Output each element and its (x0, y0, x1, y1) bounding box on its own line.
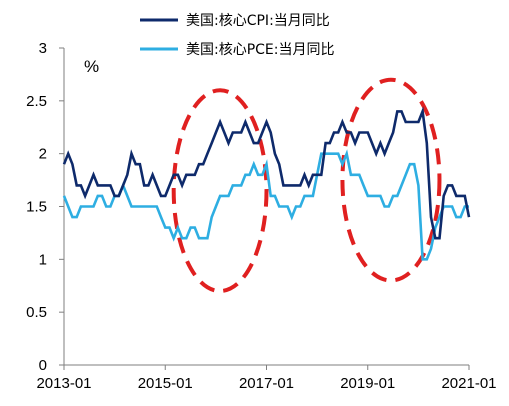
y-tick-label: 2 (39, 146, 47, 163)
legend: 美国:核心CPI:当月同比 美国:核心PCE:当月同比 (140, 13, 335, 58)
annotations (171, 77, 442, 294)
x-tick-label: 2021-01 (441, 375, 496, 392)
y-tick-label: 1.5 (26, 199, 47, 216)
legend-label-cpi: 美国:核心CPI:当月同比 (186, 13, 330, 29)
y-tick-label: 0.5 (26, 304, 47, 321)
x-tick-label: 2013-01 (36, 375, 91, 392)
legend-label-pce: 美国:核心PCE:当月同比 (186, 42, 335, 58)
series-line-core-pce (62, 149, 469, 261)
x-axis: 2013-01 2015-01 2017-01 2019-01 2021-01 (36, 364, 497, 392)
y-tick-label: 1 (39, 251, 47, 268)
y-tick-label: 2.5 (26, 93, 47, 110)
highlight-ellipse-1 (171, 88, 269, 294)
x-tick-label: 2017-01 (239, 375, 294, 392)
y-tick-label: 0 (39, 357, 47, 374)
y-tick-label: 3 (39, 40, 47, 57)
y-axis: 0 0.5 1 1.5 2 2.5 3 (26, 40, 65, 374)
series-line-core-cpi (62, 106, 471, 240)
y-unit-label: % (84, 57, 99, 76)
series-lines (62, 106, 471, 261)
x-tick-label: 2015-01 (138, 375, 193, 392)
x-tick-label: 2019-01 (340, 375, 395, 392)
highlight-ellipse-2 (340, 77, 442, 283)
